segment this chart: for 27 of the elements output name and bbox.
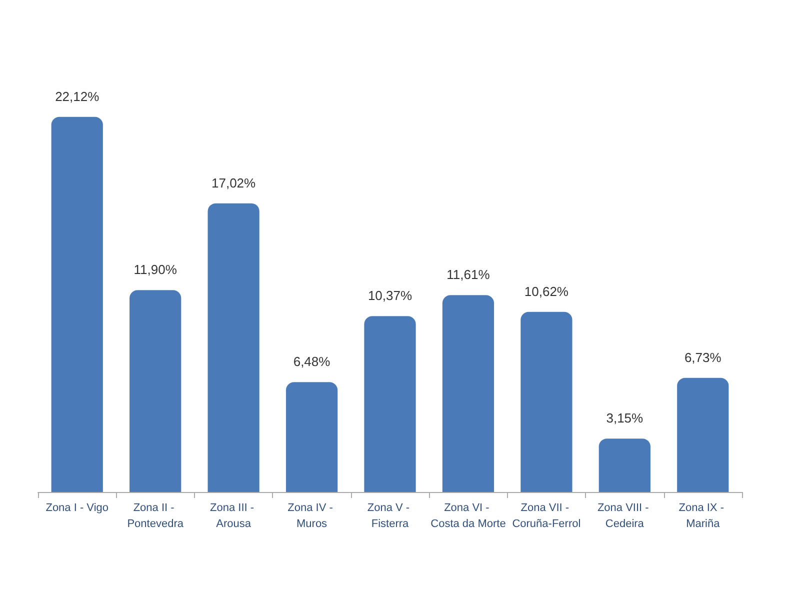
bar <box>51 116 103 492</box>
x-tick-label: Zona IX - Mariña <box>678 502 728 530</box>
x-tick-label: Zona II - Pontevedra <box>127 502 184 530</box>
bar <box>208 203 260 492</box>
data-label: 10,37% <box>368 288 412 304</box>
x-tick-label: Zona VII - Coruña-Ferrol <box>512 502 581 530</box>
data-label: 6,73% <box>684 350 722 365</box>
x-tick-label: Zona IV - Muros <box>288 502 336 530</box>
bar <box>677 378 729 492</box>
data-label: 11,90% <box>134 262 178 278</box>
bar <box>442 295 494 492</box>
x-tick-label: Zona III - Arousa <box>210 502 258 530</box>
x-tick-label: Zona I - Vigo <box>46 502 108 514</box>
bar <box>364 316 416 492</box>
data-label: 22,12% <box>55 88 100 104</box>
data-label: 17,02% <box>212 175 256 190</box>
x-tick-label: Zona V - Fisterra <box>367 502 413 530</box>
bar <box>286 382 338 492</box>
bar <box>130 290 182 492</box>
data-label: 11,61% <box>446 267 490 282</box>
bar <box>520 312 572 492</box>
data-label: 3,15% <box>606 410 644 426</box>
bar <box>598 438 650 492</box>
data-label: 10,62% <box>524 284 569 299</box>
x-tick-label: Zona VIII - Cedeira <box>597 502 652 530</box>
data-label: 6,48% <box>293 354 331 370</box>
x-tick-label: Zona VI - Costa da Morte <box>430 502 506 530</box>
